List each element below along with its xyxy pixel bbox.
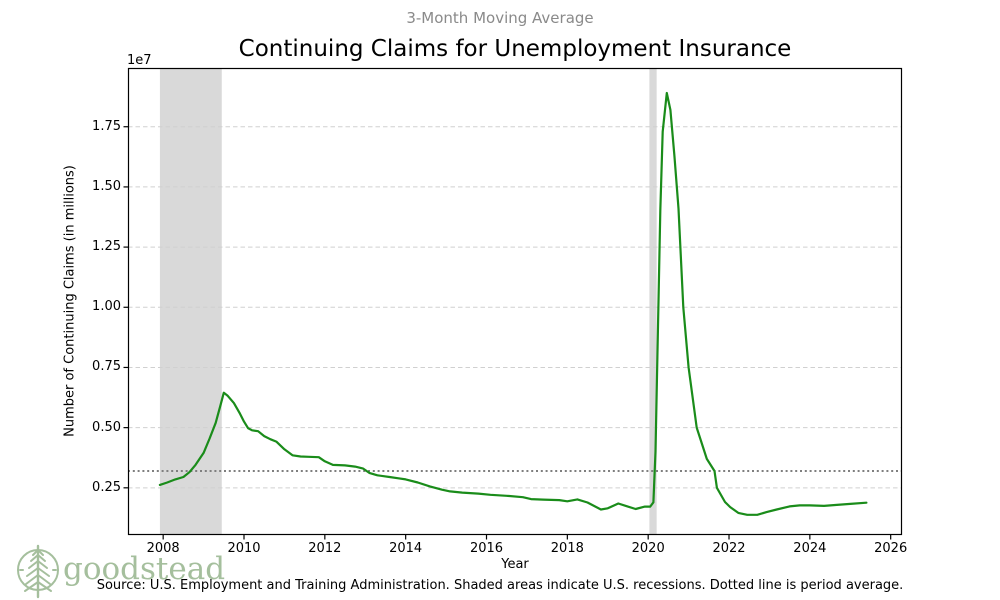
x-tick-label: 2016	[469, 541, 504, 556]
x-axis-label: Year	[501, 557, 529, 572]
y-tick-label: 0.75	[92, 359, 121, 375]
axes-frame	[127, 67, 903, 536]
y-tick-label: 1.00	[92, 299, 121, 315]
y-tick-label: 0.25	[92, 479, 121, 495]
chart-canvas	[123, 67, 903, 540]
chart-subtitle: 3-Month Moving Average	[406, 9, 594, 27]
y-axis-offset-label: 1e7	[127, 53, 152, 68]
x-tick-label: 2026	[874, 541, 908, 556]
source-note: Source: U.S. Employment and Training Adm…	[96, 578, 904, 593]
y-tick-label: 1.75	[92, 118, 121, 134]
logo: goodstead	[16, 543, 225, 600]
recession-band	[649, 68, 657, 535]
logo-wordmark: goodstead	[63, 551, 226, 587]
x-tick-label: 2018	[550, 541, 584, 556]
plot-area	[123, 67, 903, 540]
x-tick-label: 2010	[227, 541, 261, 556]
x-tick-label: 2020	[631, 541, 665, 556]
y-tick-label: 1.25	[92, 239, 121, 255]
recession-band	[159, 68, 222, 535]
y-tick-label: 0.50	[92, 419, 121, 435]
x-tick-label: 2012	[308, 541, 342, 556]
x-tick-label: 2024	[793, 541, 827, 556]
x-tick-label: 2008	[146, 541, 180, 556]
y-tick-label: 1.50	[92, 178, 121, 194]
x-tick-label: 2022	[712, 541, 746, 556]
tree-icon	[17, 544, 59, 599]
y-axis-label: Number of Continuing Claims (in millions…	[62, 165, 78, 437]
data-line	[158, 91, 868, 516]
x-tick-label: 2014	[389, 541, 423, 556]
chart-title: Continuing Claims for Unemployment Insur…	[238, 36, 792, 62]
